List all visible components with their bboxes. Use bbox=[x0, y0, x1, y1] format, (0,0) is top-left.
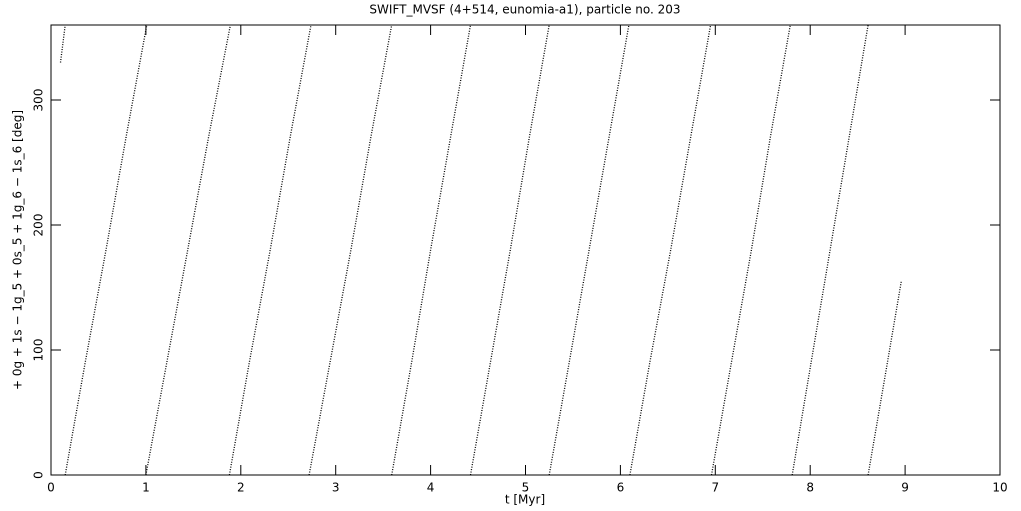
x-tick-label: 10 bbox=[992, 481, 1007, 495]
y-tick-label: 200 bbox=[32, 214, 46, 237]
plot-frame bbox=[50, 24, 1001, 476]
y-tick-label: 300 bbox=[32, 89, 46, 112]
data-trace bbox=[59, 24, 902, 476]
x-tick-label: 5 bbox=[522, 481, 530, 495]
x-tick-label: 6 bbox=[617, 481, 625, 495]
x-tick-label: 1 bbox=[142, 481, 150, 495]
y-tick-label: 100 bbox=[32, 339, 46, 362]
x-tick-label: 3 bbox=[332, 481, 340, 495]
x-tick-label: 8 bbox=[806, 481, 814, 495]
y-tick-label: 0 bbox=[32, 471, 46, 479]
y-axis-label: + 0g + 1s − 1g_5 + 0s_5 + 1g_6 − 1s_6 [d… bbox=[11, 110, 25, 390]
x-tick-label: 4 bbox=[427, 481, 435, 495]
chart-title: SWIFT_MVSF (4+514, eunomia-a1), particle… bbox=[369, 3, 680, 17]
x-tick-label: 0 bbox=[47, 481, 55, 495]
x-axis-label: t [Myr] bbox=[505, 493, 545, 507]
x-tick-label: 7 bbox=[711, 481, 719, 495]
x-tick-label: 2 bbox=[237, 481, 245, 495]
x-tick-label: 9 bbox=[901, 481, 909, 495]
